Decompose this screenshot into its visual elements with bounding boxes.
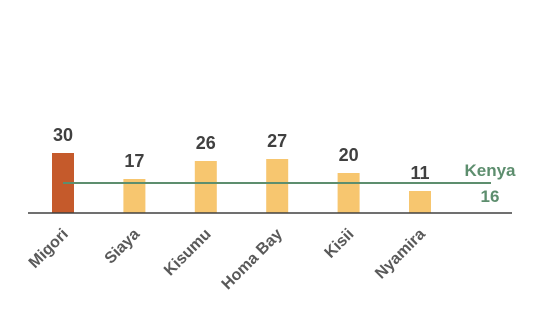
data-label-migori: 30 xyxy=(53,125,73,145)
x-tick-labels-group: Migori Siaya Kisumu Homa Bay Kisii Nyamira xyxy=(26,226,429,293)
x-tick-label-nyamira: Nyamira xyxy=(372,226,429,283)
data-label-kisii: 20 xyxy=(339,145,359,165)
bars-group xyxy=(52,153,431,213)
data-label-nyamira: 11 xyxy=(410,163,429,183)
x-tick-label-homa-bay: Homa Bay xyxy=(219,226,286,293)
reference-line-value: 16 xyxy=(481,187,500,206)
x-tick-label-kisii: Kisii xyxy=(322,226,358,262)
data-labels-group: 30 17 26 27 20 11 xyxy=(53,125,430,183)
x-tick-label-migori: Migori xyxy=(26,226,72,272)
data-label-homa-bay: 27 xyxy=(267,131,287,151)
reference-line-label: Kenya xyxy=(464,161,516,180)
data-label-kisumu: 26 xyxy=(196,133,216,153)
bar-siaya xyxy=(123,179,146,213)
bar-nyamira xyxy=(409,191,431,213)
x-tick-label-siaya: Siaya xyxy=(102,226,144,268)
bar-kisii xyxy=(337,173,360,213)
bar-kisumu xyxy=(194,161,217,213)
bar-homa-bay xyxy=(266,159,289,213)
x-tick-label-kisumu: Kisumu xyxy=(161,226,215,280)
data-label-siaya: 17 xyxy=(124,151,144,171)
